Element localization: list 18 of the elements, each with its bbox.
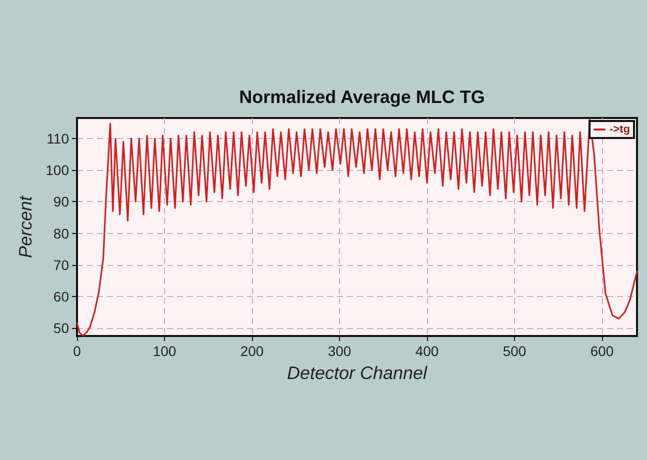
x-tick-label: 300 <box>328 343 352 359</box>
x-tick-label: 0 <box>73 343 82 359</box>
x-tick-label: 500 <box>502 343 526 359</box>
y-tick-label: 70 <box>53 256 70 273</box>
y-axis-title: Percent <box>16 194 36 258</box>
x-tick-label: 200 <box>240 343 264 359</box>
y-tick-label: 100 <box>46 162 70 178</box>
chart-title: Normalized Average MLC TG <box>239 87 485 107</box>
y-tick-label: 60 <box>53 288 70 305</box>
y-tick-label: 90 <box>53 194 70 210</box>
x-tick-label: 600 <box>590 343 614 359</box>
x-axis-title: Detector Channel <box>286 363 428 383</box>
legend-label: ->tg <box>610 124 630 136</box>
y-tick-label: 110 <box>46 130 70 147</box>
y-tick-label: 80 <box>53 225 70 242</box>
x-tick-label: 100 <box>152 343 176 359</box>
y-tick-label: 50 <box>53 320 70 336</box>
x-tick-label: 400 <box>415 343 439 359</box>
